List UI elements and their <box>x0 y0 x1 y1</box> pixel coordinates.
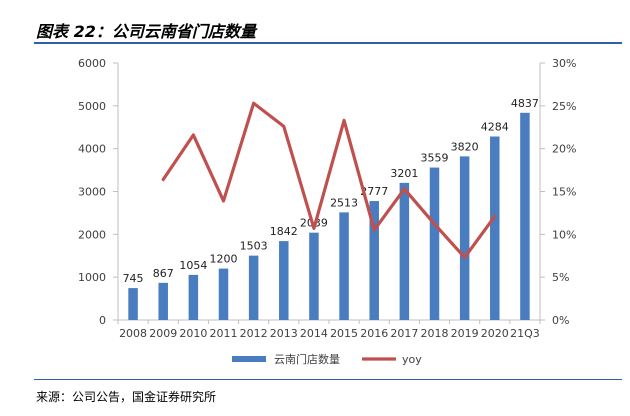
x-tick-label: 2011 <box>210 327 238 340</box>
bar-2012 <box>248 255 259 320</box>
legend-line-label: yoy <box>402 353 422 366</box>
y-right-tick-label: 25% <box>552 100 576 113</box>
y-right-tick-label: 0% <box>552 314 569 327</box>
y-right-tick-label: 10% <box>552 228 576 241</box>
bar-2018 <box>429 167 440 320</box>
x-tick-label: 2017 <box>390 327 418 340</box>
y-left-tick-label: 0 <box>99 314 106 327</box>
bar-value-label: 867 <box>153 267 174 280</box>
figure-title: 图表 22：公司云南省门店数量 <box>36 22 256 41</box>
y-right-tick-label: 15% <box>552 186 576 199</box>
bar-2015 <box>339 212 349 320</box>
bar-2020 <box>490 136 500 320</box>
y-left-tick-label: 1000 <box>78 271 106 284</box>
x-tick-label: 2012 <box>240 327 268 340</box>
bar-value-label: 1842 <box>270 225 298 238</box>
x-tick-label: 2009 <box>149 327 177 340</box>
bar-2017 <box>399 182 410 320</box>
x-tick-label: 2015 <box>330 327 358 340</box>
bar-2011 <box>218 268 229 320</box>
bar-value-label: 1200 <box>210 253 238 266</box>
bar-value-label: 745 <box>123 272 144 285</box>
legend-bar-swatch <box>232 356 266 362</box>
bar-value-label: 4837 <box>511 97 539 110</box>
bar-value-label: 3201 <box>390 167 418 180</box>
source-rule <box>34 379 622 380</box>
x-tick-label: 2014 <box>300 327 328 340</box>
title-rule <box>34 42 622 44</box>
bar-2014 <box>309 232 319 320</box>
bar-value-label: 3559 <box>421 152 449 165</box>
y-left-tick-label: 3000 <box>78 186 106 199</box>
bar-value-label: 3820 <box>451 140 479 153</box>
bar-value-label: 4284 <box>481 121 509 134</box>
y-right-tick-label: 30% <box>552 57 576 70</box>
y-left-tick-label: 6000 <box>78 57 106 70</box>
legend-bar-label: 云南门店数量 <box>274 352 340 366</box>
yoy-line <box>161 101 497 260</box>
source-note: 来源：公司公告，国金证券研究所 <box>36 390 217 404</box>
bar-2008 <box>128 288 138 320</box>
bar-21Q3 <box>520 112 530 320</box>
bar-2016 <box>369 201 379 320</box>
bar-2009 <box>158 282 168 320</box>
x-tick-label: 2010 <box>179 327 207 340</box>
bar-2019 <box>459 156 470 320</box>
y-left-tick-label: 4000 <box>78 143 106 156</box>
store-count-chart: 0 1000 2000 3000 4000 5000 6000 0% 5% 10% 15% 20% 25… <box>78 57 576 366</box>
bar-value-label: 2777 <box>360 185 388 198</box>
bar-value-label: 1503 <box>240 240 268 253</box>
x-tick-label: 2013 <box>270 327 298 340</box>
bar-value-label: 2513 <box>330 196 358 209</box>
x-tick-label: 2016 <box>360 327 388 340</box>
x-tick-label: 21Q3 <box>510 327 540 340</box>
x-tick-label: 2019 <box>451 327 479 340</box>
x-tick-label: 2018 <box>421 327 449 340</box>
y-left-tick-label: 5000 <box>78 100 106 113</box>
y-right-tick-label: 20% <box>552 143 576 156</box>
bar-value-label: 1054 <box>179 259 207 272</box>
x-tick-label: 2020 <box>481 327 509 340</box>
y-right-tick-label: 5% <box>552 271 569 284</box>
bar-2013 <box>279 241 289 320</box>
bar-2010 <box>188 274 199 320</box>
y-left-tick-label: 2000 <box>78 228 106 241</box>
x-tick-label: 2008 <box>119 327 147 340</box>
